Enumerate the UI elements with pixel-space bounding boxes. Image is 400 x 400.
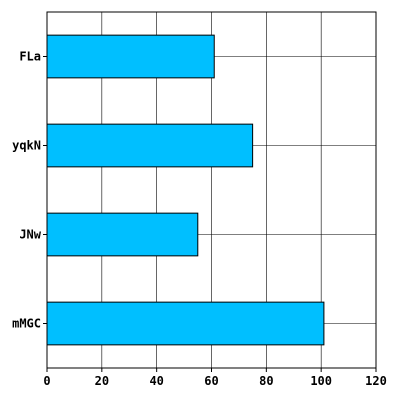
bar-yqkN [46,123,254,168]
y-tick-label: FLa [19,50,41,64]
bar-mMGC [46,301,325,346]
x-tick-label: 0 [43,374,50,388]
bar-JNw [46,212,199,257]
y-tick-label: yqkN [12,139,41,153]
x-tick-label: 60 [204,374,218,388]
bar-FLa [46,34,215,79]
bars [46,34,325,346]
x-tick-label: 100 [310,374,332,388]
y-tick-label: JNw [19,228,41,242]
x-tick-labels: 0 20 40 60 80 100 120 [43,368,387,388]
x-tick-label: 40 [149,374,163,388]
y-tick-label: mMGC [12,317,41,331]
x-tick-label: 80 [259,374,273,388]
x-tick-label: 20 [95,374,109,388]
y-tick-labels: FLa yqkN JNw mMGC [12,50,47,331]
x-tick-label: 120 [365,374,387,388]
